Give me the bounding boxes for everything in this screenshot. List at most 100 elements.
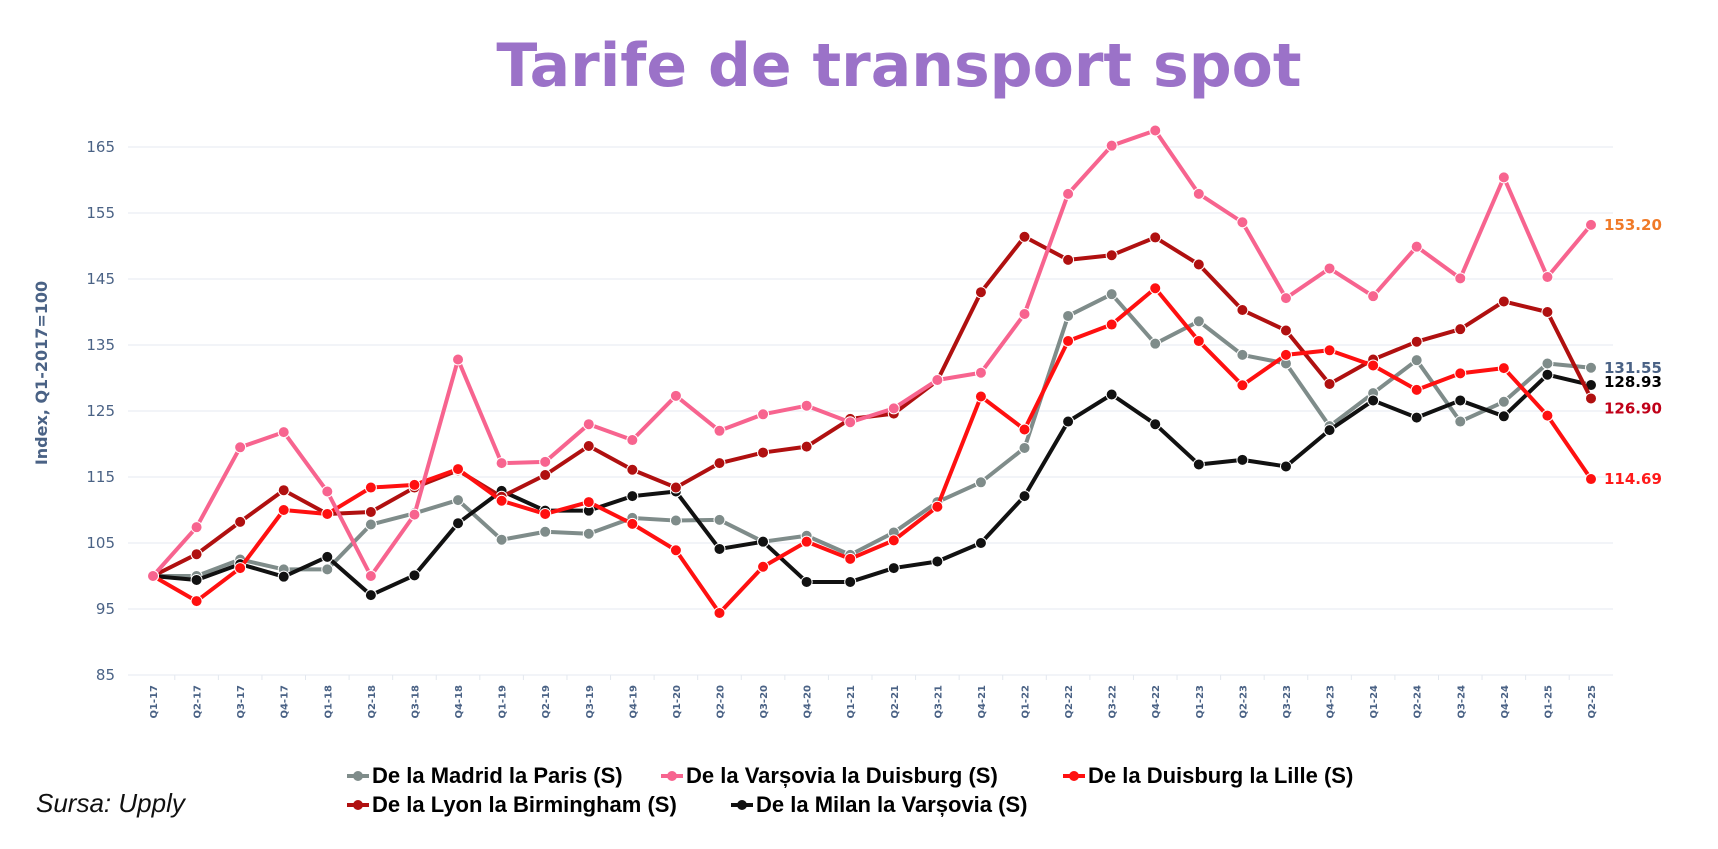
y-tick-label: 85 <box>96 666 115 684</box>
data-point <box>757 535 770 548</box>
data-point <box>1410 354 1423 367</box>
y-tick-label: 115 <box>86 468 115 486</box>
data-point <box>974 476 987 489</box>
data-point <box>234 441 247 454</box>
data-point <box>844 552 857 565</box>
data-point <box>1149 124 1162 137</box>
data-point <box>364 570 377 582</box>
data-point <box>1236 453 1249 466</box>
data-point <box>234 515 247 528</box>
data-point <box>321 563 334 576</box>
data-point <box>1192 315 1205 328</box>
data-point <box>626 517 639 530</box>
x-tick-label: Q1-25 <box>1543 685 1554 719</box>
y-tick-label: 165 <box>86 138 115 156</box>
data-point <box>931 373 944 386</box>
x-tick-label: Q1-17 <box>149 685 160 719</box>
x-tick-label: Q4-18 <box>454 685 465 719</box>
data-point <box>1410 383 1423 396</box>
data-point <box>757 560 770 573</box>
x-tick-label: Q3-21 <box>933 685 944 719</box>
data-point <box>582 496 595 509</box>
data-point <box>669 544 682 557</box>
data-point <box>800 535 813 548</box>
data-point <box>321 507 334 520</box>
x-tick-label: Q2-21 <box>890 685 901 719</box>
legend-label: De la Varșovia la Duisburg (S) <box>686 763 998 788</box>
data-point <box>190 573 203 586</box>
data-point <box>713 513 726 526</box>
data-point <box>1497 410 1510 423</box>
data-point <box>1585 361 1597 374</box>
series-2 <box>147 282 1597 619</box>
data-point <box>1062 309 1075 322</box>
data-point <box>1541 306 1554 318</box>
data-point <box>1323 262 1336 275</box>
legend-label: De la Madrid la Paris (S) <box>372 763 623 788</box>
data-point <box>887 534 900 547</box>
data-point <box>1149 231 1162 244</box>
data-point <box>1367 359 1380 372</box>
data-point <box>844 416 857 429</box>
data-point <box>1541 357 1554 370</box>
chart-title: Tarife de transport spot <box>496 31 1301 101</box>
data-point <box>800 440 813 453</box>
data-point <box>887 562 900 575</box>
legend-item: De la Madrid la Paris (S) <box>347 763 623 788</box>
data-point <box>1279 460 1292 473</box>
data-point <box>147 570 159 582</box>
data-point <box>974 366 987 379</box>
x-tick-label: Q2-20 <box>715 685 726 719</box>
legend-item: De la Milan la Varșovia (S) <box>731 792 1027 817</box>
x-tick-label: Q2-17 <box>193 685 204 719</box>
data-point <box>1367 290 1380 303</box>
data-point <box>974 537 987 549</box>
data-point <box>713 542 726 555</box>
data-point <box>757 408 770 421</box>
legend-label: De la Lyon la Birmingham (S) <box>372 792 677 817</box>
end-value-label: 114.69 <box>1604 470 1662 488</box>
data-point <box>1279 292 1292 305</box>
x-tick-label: Q2-22 <box>1064 685 1075 719</box>
legend-marker-icon <box>737 800 747 810</box>
y-axis-label: Index, Q1-2017=100 <box>32 281 51 465</box>
data-point <box>321 550 334 563</box>
x-tick-label: Q1-22 <box>1021 685 1032 719</box>
legend-marker-icon <box>353 800 363 810</box>
data-point <box>1541 368 1554 381</box>
data-point <box>1105 139 1118 152</box>
data-point <box>1236 348 1249 361</box>
x-tick-label: Q3-22 <box>1108 685 1119 719</box>
data-point <box>1149 282 1162 295</box>
series-line <box>152 372 1592 598</box>
data-point <box>1192 458 1205 471</box>
data-point <box>408 508 421 521</box>
legend-item: De la Lyon la Birmingham (S) <box>347 792 677 817</box>
data-point <box>1454 394 1467 407</box>
data-point <box>1454 272 1467 285</box>
data-point <box>669 389 682 402</box>
x-tick-label: Q1-18 <box>323 685 334 719</box>
data-point <box>713 606 726 619</box>
y-tick-label: 125 <box>86 402 115 420</box>
data-point <box>452 494 465 507</box>
x-tick-label: Q4-17 <box>280 685 291 719</box>
gridlines <box>128 146 1613 680</box>
data-point <box>495 533 508 546</box>
x-tick-label: Q3-20 <box>759 685 770 719</box>
data-point <box>1497 171 1510 184</box>
data-point <box>1585 473 1597 486</box>
data-point <box>1149 418 1162 431</box>
data-point <box>321 485 334 498</box>
data-point <box>495 494 508 507</box>
data-point <box>800 399 813 412</box>
data-point <box>1541 409 1554 422</box>
data-point <box>931 555 944 568</box>
data-point <box>364 518 377 531</box>
legend-marker-icon <box>1069 771 1079 781</box>
x-tick-label: Q1-19 <box>498 685 509 719</box>
x-tick-label: Q3-18 <box>410 685 421 719</box>
series-line <box>152 286 1593 615</box>
data-point <box>1018 230 1031 243</box>
